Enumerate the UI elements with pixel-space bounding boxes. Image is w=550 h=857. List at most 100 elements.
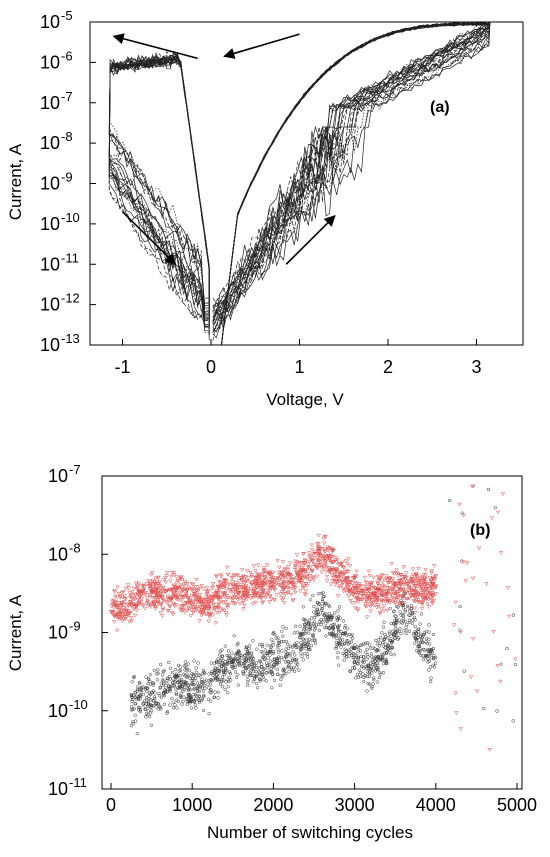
chart-b-point-triangle (281, 587, 286, 592)
chart-b-point-triangle (189, 604, 195, 609)
chart-b-point-circle (174, 692, 179, 697)
chart-b-point-triangle (392, 589, 398, 594)
chart-b-point-circle (212, 695, 217, 699)
chart-b-point-triangle (409, 594, 414, 599)
chart-b-point-circle (388, 606, 392, 611)
chart-b-point-circle (268, 659, 273, 663)
chart-b-point-triangle (374, 605, 379, 610)
chart-b-x-tick-label: 0 (106, 795, 116, 815)
chart-b-point-triangle (426, 589, 431, 594)
chart-b-point-circle (327, 604, 332, 609)
chart-a-y-tick-exponent: -9 (61, 170, 73, 185)
chart-b-point-triangle (132, 596, 137, 601)
chart-b-point-triangle (423, 580, 428, 585)
chart-b-point-circle (460, 511, 464, 515)
chart-b-point-triangle (414, 591, 420, 595)
chart-b-point-triangle (149, 591, 155, 596)
chart-b-point-circle (284, 672, 288, 676)
chart-b-point-triangle (121, 589, 126, 594)
chart-a-sweep-positive (212, 22, 491, 345)
chart-b-point-circle (365, 641, 370, 645)
chart-b-point-circle (177, 686, 181, 691)
chart-b-point-circle (418, 634, 423, 638)
chart-b-point-circle (165, 676, 169, 680)
chart-b-point-triangle (380, 598, 385, 603)
chart-b-point-circle (288, 654, 292, 658)
chart-b-point-triangle (325, 548, 331, 553)
chart-b-point-circle (224, 668, 228, 673)
chart-b-point-triangle (117, 594, 123, 599)
chart-b-point-triangle (259, 583, 265, 588)
chart-b-point-circle (228, 671, 233, 676)
chart-b-point-triangle (419, 600, 424, 605)
chart-b-point-triangle (210, 586, 215, 591)
chart-b-point-triangle (261, 587, 266, 592)
chart-b-point-triangle (302, 576, 308, 580)
chart-b-point-triangle (307, 554, 312, 559)
chart-b-point-triangle (266, 577, 272, 582)
chart-b-point-circle (420, 640, 425, 644)
chart-b-point-triangle (178, 605, 184, 610)
chart-b-point-triangle (233, 593, 239, 598)
chart-b-point-triangle (244, 594, 250, 598)
chart-b-point-triangle (400, 575, 405, 579)
chart-a-sweep-positive (212, 22, 491, 345)
chart-b-point-circle (428, 649, 432, 654)
chart-b-point-triangle (128, 594, 134, 599)
chart-b-point-circle (197, 689, 201, 694)
chart-b-point-circle (295, 665, 299, 669)
chart-b-point-triangle (344, 585, 350, 589)
chart-b-point-triangle (372, 594, 377, 598)
chart-b-point-triangle (506, 614, 512, 619)
chart-b-point-circle (260, 644, 265, 649)
chart-b-point-triangle (396, 585, 402, 590)
chart-b-point-circle (421, 635, 425, 639)
chart-b-point-circle (323, 601, 327, 606)
chart-b-point-circle (428, 665, 433, 669)
chart-b-point-circle (277, 658, 282, 662)
chart-b-point-circle (132, 674, 137, 679)
chart-b-point-triangle (226, 582, 232, 587)
chart-b-point-triangle (211, 592, 216, 596)
chart-b-point-triangle (341, 580, 346, 585)
chart-b-point-triangle (263, 581, 268, 585)
chart-b-point-triangle (355, 593, 361, 598)
chart-b-point-circle (285, 642, 290, 647)
chart-b-point-triangle (235, 598, 240, 602)
chart-b-point-circle (155, 678, 160, 682)
chart-b-point-circle (130, 695, 134, 699)
chart-b-point-triangle (209, 598, 214, 603)
chart-b-point-circle (168, 703, 172, 707)
chart-b-point-triangle (321, 566, 327, 571)
chart-b-point-triangle (317, 556, 323, 561)
chart-b-x-tick-label: 3000 (335, 795, 375, 815)
chart-b-point-circle (133, 695, 138, 699)
chart-a-y-tick-label: 10 (40, 93, 60, 113)
chart-b-point-circle (190, 682, 194, 686)
chart-b-point-circle (401, 606, 406, 610)
chart-b-point-triangle (385, 598, 390, 603)
chart-b-point-circle (247, 659, 251, 663)
chart-b-point-circle (194, 666, 198, 670)
chart-b-point-circle (311, 593, 315, 598)
chart-b-point-triangle (210, 598, 216, 602)
chart-b-point-triangle (132, 613, 138, 618)
chart-b-point-triangle (225, 573, 231, 577)
chart-b-point-triangle (390, 596, 396, 601)
chart-b-point-triangle (398, 573, 404, 578)
chart-b-point-circle (386, 643, 391, 648)
chart-b-point-circle (237, 649, 241, 654)
chart-b-point-triangle (430, 593, 435, 598)
chart-b-point-triangle (364, 599, 370, 604)
chart-a-sweep-positive (212, 22, 491, 345)
chart-b-point-triangle (170, 596, 175, 601)
chart-b-point-triangle (276, 583, 281, 587)
chart-b-point-triangle (218, 597, 223, 602)
chart-b-point-triangle (427, 591, 432, 595)
chart-b-point-triangle (241, 607, 246, 612)
chart-b-point-triangle (243, 583, 249, 588)
chart-b-x-tick-label: 2000 (253, 795, 293, 815)
chart-b-point-circle (251, 657, 256, 661)
chart-b-point-circle (139, 687, 143, 691)
